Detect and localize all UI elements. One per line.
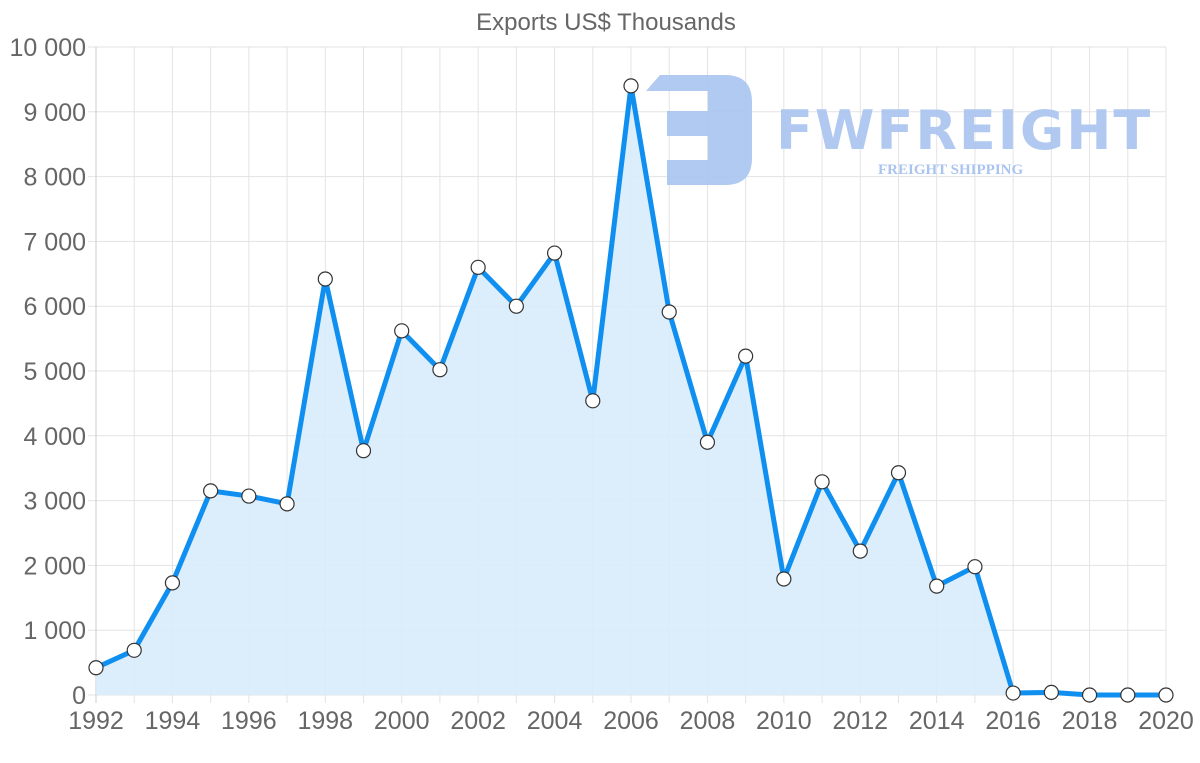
x-tick-label: 1998 xyxy=(297,707,353,735)
y-tick-label: 7 000 xyxy=(23,228,86,256)
data-point-2006[interactable] xyxy=(623,78,639,94)
watermark-tagline: FREIGHT SHIPPING xyxy=(878,162,1023,178)
watermark-brand: FWFREIGHT xyxy=(776,99,1152,162)
data-point-2007[interactable] xyxy=(661,304,677,320)
x-tick-label: 1992 xyxy=(68,707,124,735)
data-point-2003[interactable] xyxy=(508,298,524,314)
data-point-2009[interactable] xyxy=(738,348,754,364)
data-point-2020[interactable] xyxy=(1158,687,1174,703)
x-tick-label: 1996 xyxy=(221,707,277,735)
y-tick-label: 2 000 xyxy=(23,552,86,580)
data-point-2001[interactable] xyxy=(432,362,448,378)
data-point-2015[interactable] xyxy=(967,559,983,575)
data-point-2014[interactable] xyxy=(929,578,945,594)
y-tick-label: 1 000 xyxy=(23,617,86,645)
y-tick-label: 8 000 xyxy=(23,164,86,192)
data-point-1994[interactable] xyxy=(164,575,181,591)
fwfreight-logo-icon xyxy=(646,75,752,185)
x-tick-label: 2016 xyxy=(985,707,1041,735)
data-point-2013[interactable] xyxy=(890,465,907,481)
data-point-2012[interactable] xyxy=(852,543,868,559)
data-point-2011[interactable] xyxy=(814,474,830,490)
area-fill xyxy=(96,85,1166,695)
x-axis-ticks: 1992 1994 1996 1998 2000 2002 2004 2006 2008 2010… xyxy=(68,707,1194,735)
y-axis-ticks: 0 1 000 2 000 3 000 4 000 5 000 6 000 7 000 8 00… xyxy=(10,34,86,710)
x-tick-label: 2000 xyxy=(374,707,430,735)
data-point-1999[interactable] xyxy=(355,443,372,459)
data-point-2010[interactable] xyxy=(776,571,792,587)
data-point-1993[interactable] xyxy=(126,642,142,658)
data-point-2016[interactable] xyxy=(1005,685,1021,701)
chart-title: Exports US$ Thousands xyxy=(476,9,736,36)
x-tick-label: 2006 xyxy=(603,707,659,735)
fwfreight-watermark: FWFREIGHT FREIGHT SHIPPING xyxy=(646,75,1152,185)
x-tick-label: 2008 xyxy=(680,707,736,735)
y-tick-label: 0 xyxy=(72,682,86,710)
data-point-1992[interactable] xyxy=(88,660,104,676)
data-point-2002[interactable] xyxy=(470,259,486,275)
data-point-1996[interactable] xyxy=(241,488,257,504)
y-tick-label: 6 000 xyxy=(23,293,86,321)
data-point-2008[interactable] xyxy=(699,434,716,450)
y-tick-label: 9 000 xyxy=(23,99,86,127)
data-point-2017[interactable] xyxy=(1043,684,1059,701)
x-tick-label: 2020 xyxy=(1138,707,1194,735)
data-point-2005[interactable] xyxy=(585,393,601,409)
data-point-2004[interactable] xyxy=(546,245,563,261)
series-exports xyxy=(88,78,1174,703)
x-tick-label: 2010 xyxy=(756,707,812,735)
y-tick-label: 5 000 xyxy=(23,358,86,386)
data-point-1997[interactable] xyxy=(279,496,295,512)
x-tick-label: 2014 xyxy=(909,707,965,735)
data-point-2018[interactable] xyxy=(1081,687,1098,703)
x-tick-label: 2004 xyxy=(527,707,583,735)
y-tick-label: 10 000 xyxy=(10,34,86,62)
data-point-1995[interactable] xyxy=(203,483,219,499)
x-tick-label: 1994 xyxy=(145,707,201,735)
x-tick-label: 2018 xyxy=(1062,707,1118,735)
x-tick-label: 2012 xyxy=(832,707,888,735)
y-tick-label: 4 000 xyxy=(23,423,86,451)
data-point-1998[interactable] xyxy=(317,271,333,287)
x-tick-label: 2002 xyxy=(450,707,506,735)
y-tick-label: 3 000 xyxy=(23,488,86,516)
data-point-2019[interactable] xyxy=(1120,687,1136,703)
data-point-2000[interactable] xyxy=(394,323,410,339)
